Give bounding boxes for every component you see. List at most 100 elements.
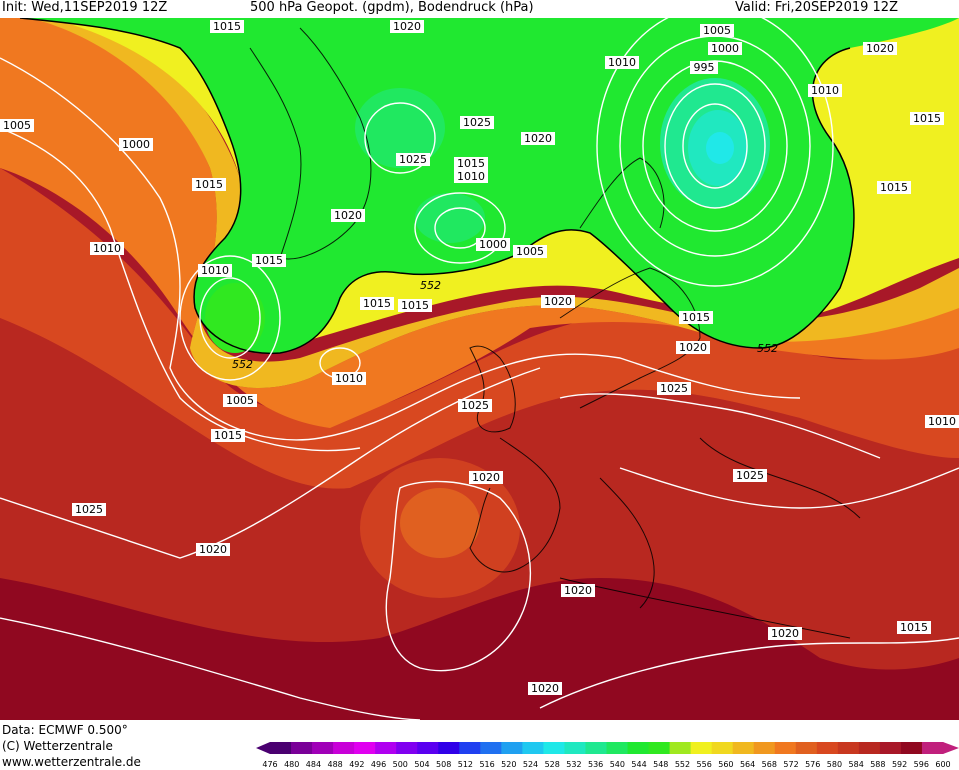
colorbar-tick: 572 (783, 760, 798, 769)
colorbar-tick: 520 (501, 760, 516, 769)
colorbar-swatch (564, 742, 586, 754)
isobar-label: 1025 (75, 503, 103, 516)
isobar-labels: 1020 1015 1005 1000 995 1010 1020 1015 1… (0, 20, 959, 695)
isobar-label: 1010 (608, 56, 636, 69)
colorbar-tick: 480 (284, 760, 299, 769)
colorbar-swatch (522, 742, 544, 754)
isobar-label: 1025 (463, 116, 491, 129)
isobar-label: 1015 (214, 429, 242, 442)
low-center-atlantic (205, 283, 265, 353)
low-center-greenland (355, 88, 445, 168)
contour-label: 552 (420, 279, 441, 292)
contour-label: 552 (232, 358, 253, 371)
colorbar-tick: 596 (914, 760, 929, 769)
isobar-label: 1020 (866, 42, 894, 55)
height-field-564 (30, 18, 959, 388)
isobar-label: 1015 (195, 178, 223, 191)
isobar-label: 1015 (900, 621, 928, 634)
isobar-label: 1025 (736, 469, 764, 482)
isobar-label: 1000 (122, 138, 150, 151)
colorbar-swatch (333, 742, 355, 754)
colorbar-tick: 564 (740, 760, 755, 769)
colorbar-tick: 540 (610, 760, 625, 769)
init-time: Init: Wed,11SEP2019 12Z (2, 0, 168, 15)
isobar-label: 1010 (201, 264, 229, 277)
colorbar-tick: 588 (870, 760, 885, 769)
colorbar-swatch (816, 742, 839, 754)
colorbar-tick: 488 (327, 760, 342, 769)
footer: Data: ECMWF 0.500° (C) Wetterzentrale ww… (0, 720, 959, 770)
isobar-label: 1025 (399, 153, 427, 166)
isobar-label: 1005 (516, 245, 544, 258)
colorbar-tick: 600 (935, 760, 950, 769)
height-field-580 (0, 168, 959, 489)
colorbar-swatch (837, 742, 860, 754)
colorbar-tick: 568 (762, 760, 777, 769)
isobar-label: 1010 (928, 415, 956, 428)
isobar-label: 1020 (531, 682, 559, 695)
low-eye-scandinavia (706, 132, 734, 164)
isobar-label: 1015 (682, 311, 710, 324)
colorbar-tick: 556 (697, 760, 712, 769)
contour-labels: 552 552 552 (232, 279, 778, 371)
colorbar-tick: 512 (458, 760, 473, 769)
isobar-label: 1005 (226, 394, 254, 407)
isobar-label: 1015 (213, 20, 241, 33)
colorbar-swatch (396, 742, 418, 754)
colorbar-tick: 584 (849, 760, 864, 769)
colorbar-swatch (921, 742, 944, 754)
isobar-label: 1020 (771, 627, 799, 640)
isobar-label: 1015 (457, 157, 485, 170)
isobar-label: 1020 (564, 584, 592, 597)
isobar-label: 1020 (524, 132, 552, 145)
colorbar-swatch (606, 742, 629, 754)
isobar-label: 1020 (199, 543, 227, 556)
isobar-label: 1015 (913, 112, 941, 125)
colorbar-swatch (690, 742, 713, 754)
colorbar-tick: 552 (675, 760, 690, 769)
isobar-label: 1015 (880, 181, 908, 194)
isobar-label: 1005 (703, 24, 731, 37)
isobar-label: 1025 (461, 399, 489, 412)
isobar-label: 1020 (679, 341, 707, 354)
colorbar-swatch (858, 742, 881, 754)
isobar-label: 1005 (3, 119, 31, 132)
colorbar-tick: 492 (349, 760, 364, 769)
isobar-label: 1025 (660, 382, 688, 395)
colorbar-tick: 484 (306, 760, 321, 769)
isobar-label: 1015 (363, 297, 391, 310)
colorbar-arrow-left (256, 742, 270, 754)
colorbar-arrow-right (943, 742, 959, 754)
isobar-label: 1015 (255, 254, 283, 267)
colorbar-swatch (795, 742, 818, 754)
colorbar-swatch (900, 742, 923, 754)
isobar-label: 1010 (335, 372, 363, 385)
colorbar-tick: 504 (414, 760, 429, 769)
colorbar-swatch (753, 742, 776, 754)
colorbar-tick: 576 (805, 760, 820, 769)
colorbar-tick: 476 (262, 760, 277, 769)
colorbar: 476 480 484 488 492 496 500 504 508 512 516 520 524 5… (256, 742, 959, 769)
height-field-592 (0, 578, 959, 720)
colorbar-swatch (312, 742, 334, 754)
colorbar-swatch (774, 742, 797, 754)
colorbar-swatch (354, 742, 376, 754)
isobar-label: 1020 (393, 20, 421, 33)
weather-map: 1020 1015 1005 1000 995 1010 1020 1015 1… (0, 18, 959, 720)
isobar-label: 1015 (401, 299, 429, 312)
colorbar-swatch (438, 742, 460, 754)
colorbar-swatch (648, 742, 671, 754)
colorbar-swatch (417, 742, 439, 754)
colorbar-swatch (543, 742, 565, 754)
colorbar-tick: 544 (631, 760, 646, 769)
colorbar-swatch (501, 742, 523, 754)
chart-title: 500 hPa Geopot. (gpdm), Bodendruck (hPa) (250, 0, 534, 15)
height-field-580-blob (400, 488, 480, 558)
isobar-label: 1000 (479, 238, 507, 251)
colorbar-tick: 516 (479, 760, 494, 769)
contour-552 (19, 18, 855, 355)
copyright: (C) Wetterzentrale (2, 739, 113, 753)
colorbar-swatch (459, 742, 481, 754)
isobar-label: 995 (694, 61, 715, 74)
isobar-label: 1000 (711, 42, 739, 55)
